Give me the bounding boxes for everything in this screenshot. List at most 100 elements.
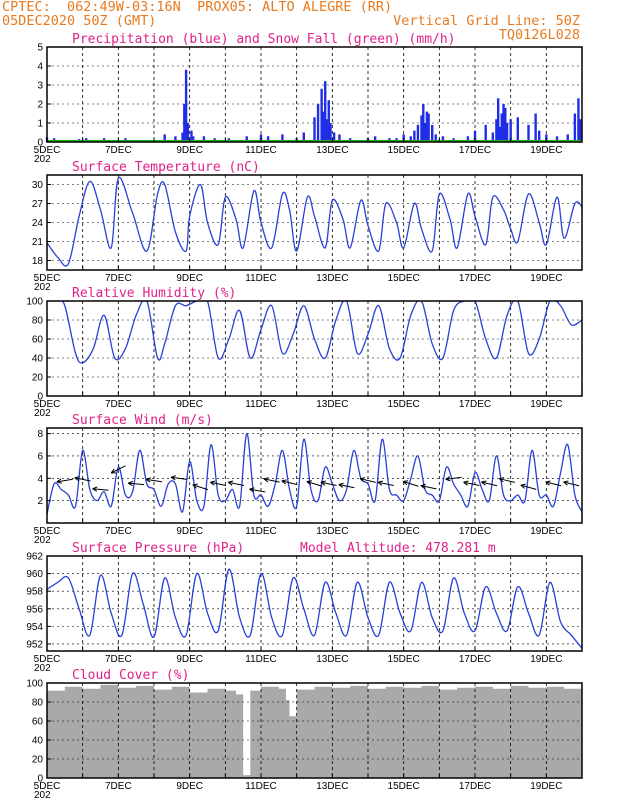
x-tick-label: 15DEC: [388, 654, 420, 665]
precip-bar: [183, 104, 186, 142]
x-year-label: 202: [34, 282, 51, 293]
wind-vector-arrow: [463, 481, 480, 487]
precip-bar: [527, 124, 530, 142]
wind-vector-arrow: [563, 481, 580, 487]
wind-vector-arrow: [377, 481, 394, 487]
x-tick-label: 9DEC: [176, 145, 203, 156]
wind-vector-arrow: [56, 478, 73, 483]
precip-bar: [577, 98, 580, 142]
precip-bar: [163, 134, 166, 142]
wind-arrow-head: [377, 480, 383, 486]
wind-arrow-head: [359, 477, 366, 483]
x-tick-label: 17DEC: [459, 526, 491, 537]
x-tick-label: 11DEC: [245, 526, 277, 537]
x-tick-label: 9DEC: [176, 273, 203, 284]
header-line1: CPTEC: 062:49W-03:16N PROX05: ALTO ALEGR…: [2, 0, 393, 15]
precip-bar: [324, 81, 327, 142]
wind-vector-arrow: [520, 484, 537, 490]
wind-arrow-head: [110, 468, 117, 474]
x-tick-label: 19DEC: [530, 781, 562, 792]
precip-bar: [373, 136, 377, 142]
x-tick-label: 15DEC: [388, 526, 420, 537]
x-tick-label: 17DEC: [459, 145, 491, 156]
x-tick-label: 15DEC: [388, 781, 420, 792]
precip-bar: [573, 113, 577, 142]
wind-vector-arrow: [192, 484, 209, 491]
wind-vector-arrow: [170, 476, 187, 480]
panel-title: Surface Temperature (nC): [72, 160, 260, 175]
x-tick-label: 19DEC: [530, 145, 562, 156]
wind-vector-arrow: [146, 478, 162, 483]
wind-vector-arrow: [481, 481, 498, 487]
precip-bar: [174, 136, 177, 142]
panel-temp: 18 21 24 27 30 5DEC 7DEC 9DEC 11DEC 13DEC 15DEC 17D…: [32, 160, 583, 293]
wind-arrow-head: [463, 480, 469, 486]
y-tick-label: 60: [32, 717, 44, 728]
y-tick-label: 20: [32, 755, 44, 766]
x-tick-label: 19DEC: [530, 273, 562, 284]
wind-arrow-head: [227, 480, 234, 486]
x-tick-label: 7DEC: [105, 781, 132, 792]
temp-series-line: [47, 176, 582, 267]
wind-vector-arrow: [360, 478, 376, 483]
x-tick-label: 9DEC: [176, 654, 203, 665]
x-year-label: 202: [34, 663, 51, 674]
panel-title: Precipitation (blue) and Snow Fall (gree…: [72, 32, 456, 47]
wind-vector-arrow: [499, 478, 515, 483]
precip-bar: [504, 107, 507, 142]
panel-title: Relative Humidity (%): [72, 286, 236, 301]
x-tick-label: 15DEC: [388, 273, 420, 284]
x-tick-label: 17DEC: [459, 399, 491, 410]
precip-bar: [181, 132, 184, 142]
wind-arrow-head: [127, 480, 134, 487]
pres-series-line: [47, 568, 582, 649]
y-tick-label: 8: [37, 429, 43, 440]
precip-bar: [320, 88, 323, 142]
x-tick-label: 5DEC: [34, 781, 61, 792]
y-tick-label: 40: [32, 736, 44, 747]
panel-cloud: 0 20 40 60 80 100 5DEC 7DEC 9DEC 11DEC 13DEC 15DEC 1…: [26, 668, 583, 800]
panel-title: Surface Pressure (hPa): [72, 541, 244, 556]
x-tick-label: 11DEC: [245, 781, 277, 792]
x-tick-label: 15DEC: [388, 145, 420, 156]
precip-bar: [466, 136, 470, 142]
panel-precip: 0 1 2 3 4 5 5DEC 7DEC 9DEC 11DEC 13DEC 15DEC 17DEC 19…: [34, 32, 583, 165]
precip-bar: [184, 69, 188, 142]
x-year-label: 202: [34, 408, 51, 419]
precip-bar: [505, 123, 509, 142]
wind-vector-arrow: [263, 478, 280, 483]
y-tick-label: 952: [26, 639, 43, 650]
wind-arrow-head: [545, 480, 551, 486]
y-tick-label: 0: [37, 392, 43, 403]
y-tick-label: 27: [32, 199, 44, 210]
y-tick-label: 4: [37, 474, 43, 485]
precip-bar: [423, 123, 427, 142]
plot-frame: [46, 300, 583, 397]
wind-arrow-head: [145, 477, 152, 483]
x-tick-label: 5DEC: [34, 399, 61, 410]
x-year-label: 202: [34, 790, 51, 800]
x-tick-label: 7DEC: [105, 145, 132, 156]
x-tick-label: 11DEC: [245, 273, 277, 284]
precip-bar: [434, 134, 437, 142]
precip-bar: [484, 124, 487, 142]
x-tick-label: 9DEC: [176, 399, 203, 410]
precip-bar: [498, 126, 502, 142]
y-tick-label: 0: [37, 774, 43, 785]
header-line2-left: 05DEC2020 50Z (GMT): [2, 13, 157, 29]
y-tick-label: 80: [32, 316, 44, 327]
cloud-cover-area: [47, 684, 582, 778]
y-tick-label: 3: [37, 81, 43, 92]
wind-vector-arrow: [249, 488, 266, 493]
precip-bar: [516, 117, 519, 142]
plot-frame: [46, 555, 583, 652]
x-tick-label: 5DEC: [34, 273, 61, 284]
wind-arrow-head: [420, 483, 426, 490]
y-tick-label: 100: [26, 679, 43, 690]
plot-frame: [46, 427, 583, 524]
precip-bar: [186, 123, 190, 142]
wind-vector-arrow: [210, 481, 227, 487]
y-tick-label: 18: [32, 256, 44, 267]
panel-title: Cloud Cover (%): [72, 668, 189, 683]
